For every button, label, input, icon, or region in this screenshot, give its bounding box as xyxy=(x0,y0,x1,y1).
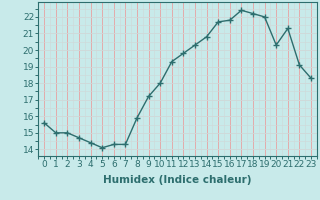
X-axis label: Humidex (Indice chaleur): Humidex (Indice chaleur) xyxy=(103,175,252,185)
